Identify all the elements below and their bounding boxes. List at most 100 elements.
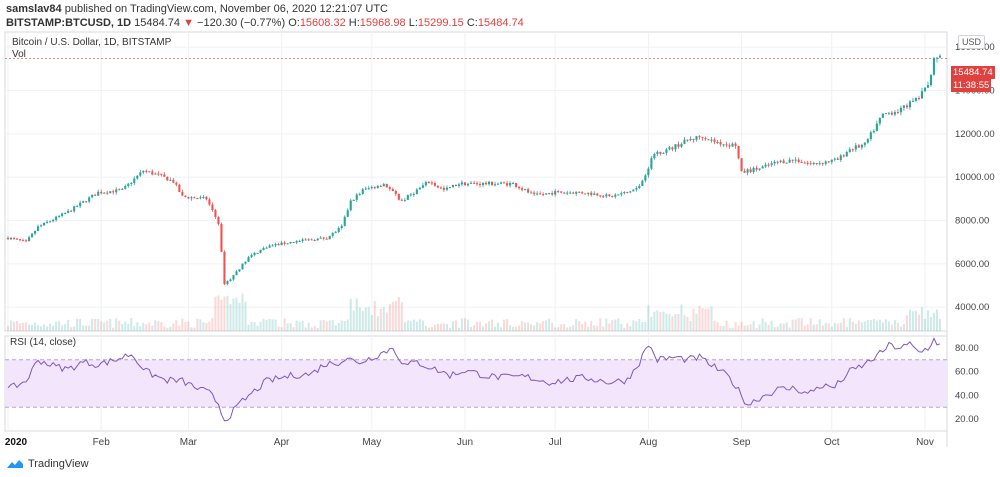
- candle: [521, 188, 524, 190]
- volume-bar: [608, 323, 611, 331]
- volume-bar: [650, 316, 653, 331]
- volume-bar: [316, 327, 319, 331]
- volume-bar: [115, 318, 118, 331]
- volume-bar: [668, 314, 671, 331]
- volume-bar: [142, 322, 145, 331]
- candle: [707, 139, 710, 141]
- volume-bar: [433, 324, 436, 331]
- footer[interactable]: TradingView: [6, 458, 89, 470]
- candle: [145, 170, 148, 172]
- volume-bar: [791, 319, 794, 331]
- candle: [875, 123, 878, 131]
- volume-bar: [893, 319, 896, 331]
- volume-bar: [686, 316, 689, 331]
- candle: [40, 225, 43, 227]
- volume-bar: [358, 307, 361, 331]
- volume-bar: [475, 321, 479, 331]
- candle: [872, 130, 875, 133]
- volume-bar: [406, 320, 409, 331]
- candle: [800, 162, 803, 164]
- candle: [923, 87, 927, 92]
- candle: [178, 184, 181, 192]
- volume-bar: [361, 311, 364, 331]
- candle: [830, 159, 833, 163]
- candle: [842, 155, 845, 157]
- candle: [713, 139, 716, 142]
- candle: [238, 269, 241, 272]
- candle: [451, 184, 455, 188]
- candle: [268, 245, 271, 248]
- candle: [614, 194, 617, 197]
- volume-bar: [917, 314, 921, 331]
- volume-bar: [34, 322, 37, 331]
- candle: [578, 191, 581, 193]
- candle: [385, 184, 388, 188]
- candle: [881, 113, 884, 118]
- volume-bar: [220, 299, 223, 331]
- volume-bar: [208, 321, 211, 331]
- volume-bar: [788, 327, 791, 331]
- candle: [433, 182, 436, 186]
- candle: [64, 213, 67, 215]
- candle: [926, 85, 930, 88]
- volume-bar: [256, 325, 259, 331]
- volume-bar: [289, 323, 292, 331]
- candle: [503, 182, 506, 184]
- candle: [554, 191, 557, 195]
- candle: [647, 168, 650, 176]
- candle: [794, 159, 797, 161]
- volume-bar: [722, 325, 725, 331]
- candle: [677, 144, 680, 147]
- candle: [551, 193, 554, 195]
- candle: [788, 159, 791, 163]
- volume-bar: [391, 301, 394, 331]
- candle: [388, 187, 391, 190]
- volume-bar: [584, 321, 587, 331]
- author[interactable]: samslav84: [6, 3, 62, 15]
- volume-bar: [548, 318, 551, 331]
- y-tick-label: 10000.00: [955, 172, 995, 183]
- volume-bar: [202, 322, 205, 331]
- candle: [809, 163, 812, 165]
- candle: [557, 191, 560, 193]
- candle: [836, 158, 839, 160]
- candle: [217, 216, 220, 224]
- volume-bar: [794, 319, 797, 331]
- volume-bar: [427, 327, 430, 331]
- candle: [106, 192, 109, 194]
- volume-bar: [665, 313, 668, 331]
- candle: [866, 139, 869, 143]
- candle: [457, 184, 461, 187]
- x-tick-label: Nov: [916, 437, 934, 448]
- volume-bar: [569, 326, 572, 331]
- volume-bar: [593, 325, 596, 331]
- volume-bar: [530, 324, 533, 331]
- volume-bar: [905, 315, 908, 331]
- volume-bar: [76, 318, 79, 331]
- candle: [608, 194, 611, 196]
- volume-bar: [457, 327, 461, 331]
- currency-button[interactable]: USD: [958, 35, 986, 49]
- brand-name: TradingView: [28, 458, 89, 470]
- volume-bar: [484, 323, 488, 331]
- candle: [572, 192, 575, 194]
- volume-bar: [415, 321, 418, 331]
- candle: [235, 271, 238, 276]
- volume-bar: [292, 327, 295, 331]
- candle: [635, 188, 638, 190]
- candle: [283, 242, 286, 244]
- candle: [821, 163, 824, 165]
- candle: [914, 98, 917, 101]
- volume-bar: [659, 311, 662, 331]
- candle: [490, 181, 494, 186]
- volume-bar: [785, 322, 788, 331]
- volume-bar: [836, 323, 839, 331]
- volume-bar: [454, 320, 458, 331]
- candle: [112, 191, 115, 193]
- volume-bar: [322, 320, 325, 331]
- candle: [632, 189, 635, 192]
- volume-bar: [445, 323, 448, 331]
- volume-bar: [644, 321, 647, 331]
- candle: [590, 192, 593, 195]
